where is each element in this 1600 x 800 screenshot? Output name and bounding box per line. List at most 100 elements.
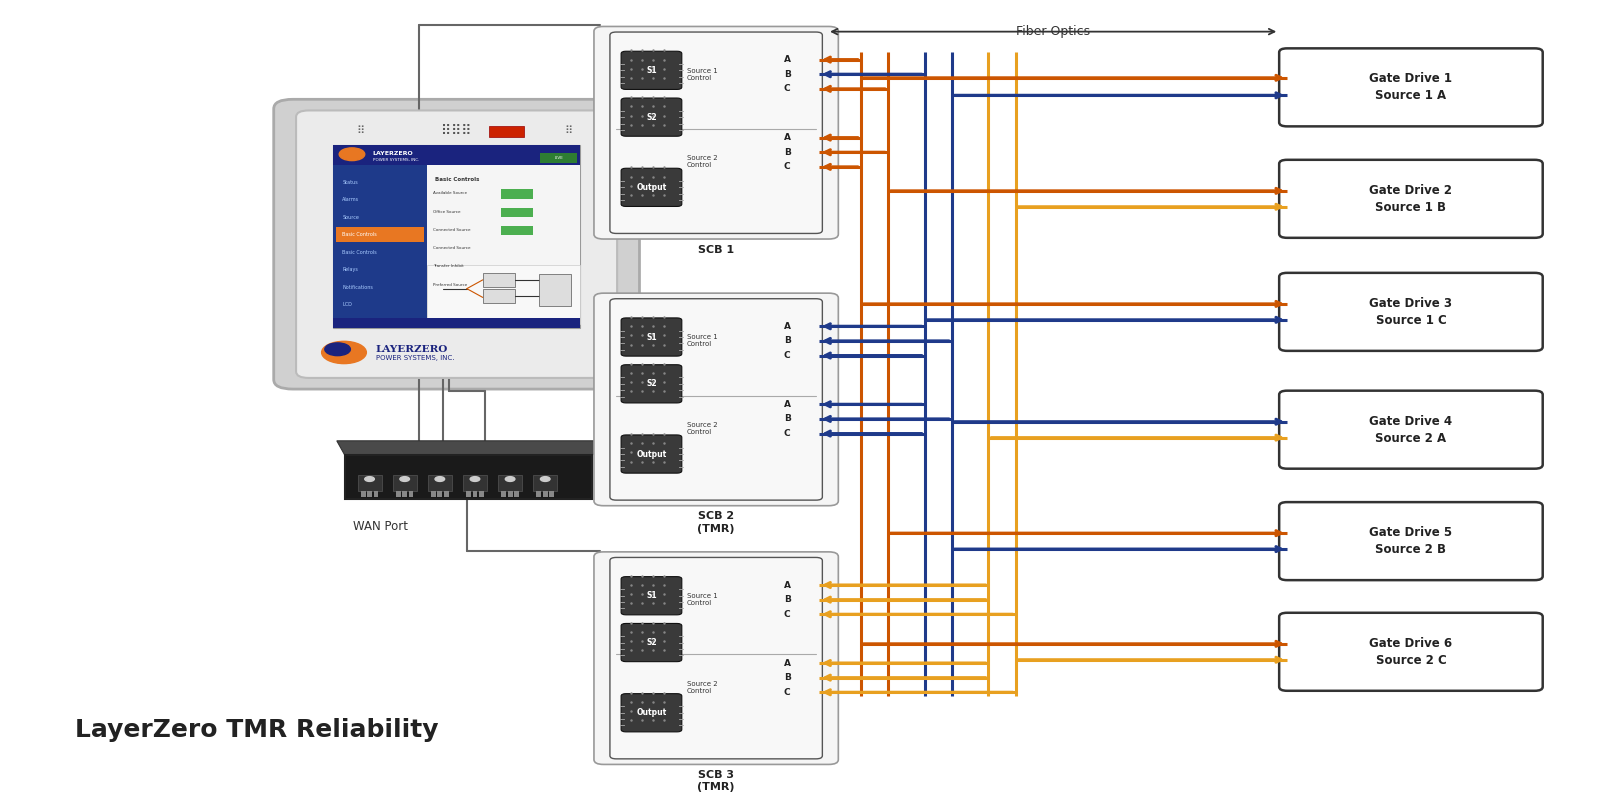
- Text: C: C: [784, 84, 790, 94]
- Text: Transfer Inhibit: Transfer Inhibit: [434, 265, 464, 269]
- Bar: [483, 273, 515, 287]
- FancyBboxPatch shape: [1278, 390, 1542, 469]
- Text: Basic Controls: Basic Controls: [435, 177, 480, 182]
- Bar: [539, 274, 571, 306]
- Bar: [402, 491, 406, 497]
- Text: B: B: [784, 148, 790, 157]
- Bar: [357, 475, 381, 491]
- Text: A: A: [784, 400, 790, 409]
- Bar: [333, 145, 581, 165]
- Text: Relays: Relays: [342, 267, 358, 272]
- Bar: [395, 491, 400, 497]
- Bar: [430, 491, 435, 497]
- Text: Alarms: Alarms: [342, 197, 360, 202]
- Text: Gate Drive 6
Source 2 C: Gate Drive 6 Source 2 C: [1370, 637, 1453, 666]
- Text: Source 2
Control: Source 2 Control: [686, 155, 717, 169]
- Bar: [536, 491, 541, 497]
- FancyBboxPatch shape: [621, 365, 682, 403]
- FancyBboxPatch shape: [610, 32, 822, 234]
- Text: Gate Drive 4
Source 2 A: Gate Drive 4 Source 2 A: [1370, 414, 1453, 445]
- Text: Gate Drive 2
Source 1 B: Gate Drive 2 Source 1 B: [1370, 184, 1453, 214]
- Bar: [373, 491, 378, 497]
- Text: A: A: [784, 133, 790, 142]
- Text: B: B: [784, 414, 790, 423]
- Bar: [472, 491, 477, 497]
- FancyBboxPatch shape: [621, 694, 682, 732]
- Bar: [333, 318, 581, 328]
- Circle shape: [435, 477, 445, 482]
- Bar: [333, 145, 581, 328]
- Circle shape: [322, 342, 366, 364]
- Text: Basic Controls: Basic Controls: [342, 232, 378, 237]
- Text: LIVE: LIVE: [554, 156, 563, 160]
- Circle shape: [400, 477, 410, 482]
- FancyBboxPatch shape: [594, 293, 838, 506]
- FancyBboxPatch shape: [610, 298, 822, 500]
- Text: Source 2
Control: Source 2 Control: [686, 422, 717, 435]
- Text: SCB 1: SCB 1: [698, 245, 734, 254]
- FancyBboxPatch shape: [621, 577, 682, 615]
- FancyBboxPatch shape: [1278, 502, 1542, 580]
- Bar: [427, 475, 451, 491]
- Text: S1: S1: [646, 66, 656, 75]
- Text: Output: Output: [637, 183, 667, 192]
- FancyBboxPatch shape: [621, 51, 682, 90]
- Bar: [462, 475, 486, 491]
- Bar: [466, 491, 470, 497]
- Bar: [549, 491, 554, 497]
- Bar: [478, 491, 483, 497]
- Text: Output: Output: [637, 450, 667, 458]
- Text: A: A: [784, 658, 790, 667]
- Text: Connected Source: Connected Source: [434, 228, 470, 232]
- Bar: [542, 491, 547, 497]
- Text: S1: S1: [646, 591, 656, 600]
- Bar: [427, 266, 581, 324]
- Circle shape: [365, 477, 374, 482]
- Text: A: A: [784, 322, 790, 330]
- FancyBboxPatch shape: [594, 26, 838, 239]
- Text: Connected Source: Connected Source: [434, 246, 470, 250]
- Text: ⠿: ⠿: [565, 126, 573, 136]
- Text: WAN Port: WAN Port: [352, 520, 408, 534]
- Bar: [488, 126, 523, 137]
- Text: C: C: [784, 610, 790, 618]
- Text: C: C: [784, 429, 790, 438]
- FancyBboxPatch shape: [296, 110, 618, 378]
- Text: B: B: [784, 673, 790, 682]
- Text: ⠿: ⠿: [357, 126, 365, 136]
- Text: S2: S2: [646, 113, 656, 122]
- Text: POWER SYSTEMS, INC.: POWER SYSTEMS, INC.: [376, 355, 454, 361]
- Text: POWER SYSTEMS, INC.: POWER SYSTEMS, INC.: [373, 158, 419, 162]
- Text: Source 1
Control: Source 1 Control: [686, 334, 717, 347]
- Circle shape: [325, 343, 350, 356]
- Bar: [507, 491, 512, 497]
- Bar: [501, 491, 506, 497]
- Text: C: C: [784, 162, 790, 171]
- Text: Gate Drive 3
Source 1 C: Gate Drive 3 Source 1 C: [1370, 297, 1453, 327]
- Text: Source 1
Control: Source 1 Control: [686, 68, 717, 81]
- Text: Status: Status: [342, 179, 358, 185]
- FancyBboxPatch shape: [594, 552, 838, 765]
- Text: SCB 2
(TMR): SCB 2 (TMR): [698, 511, 734, 534]
- Text: ⠿⠿⠿: ⠿⠿⠿: [442, 124, 472, 138]
- Text: S2: S2: [646, 379, 656, 388]
- Text: LAYERZERO: LAYERZERO: [376, 345, 448, 354]
- Circle shape: [470, 477, 480, 482]
- Text: Output: Output: [637, 708, 667, 718]
- Text: LayerZero TMR Reliability: LayerZero TMR Reliability: [75, 718, 438, 742]
- Bar: [483, 289, 515, 303]
- Text: S1: S1: [646, 333, 656, 342]
- Bar: [366, 491, 371, 497]
- Circle shape: [541, 477, 550, 482]
- Text: SCB 3
(TMR): SCB 3 (TMR): [698, 770, 734, 792]
- FancyBboxPatch shape: [621, 318, 682, 356]
- Text: B: B: [784, 337, 790, 346]
- Text: Source 2
Control: Source 2 Control: [686, 681, 717, 694]
- FancyBboxPatch shape: [610, 558, 822, 759]
- Bar: [392, 475, 416, 491]
- FancyBboxPatch shape: [1278, 613, 1542, 690]
- Text: Fiber Optics: Fiber Optics: [1016, 25, 1090, 38]
- FancyBboxPatch shape: [621, 98, 682, 136]
- Circle shape: [339, 148, 365, 161]
- FancyBboxPatch shape: [621, 435, 682, 473]
